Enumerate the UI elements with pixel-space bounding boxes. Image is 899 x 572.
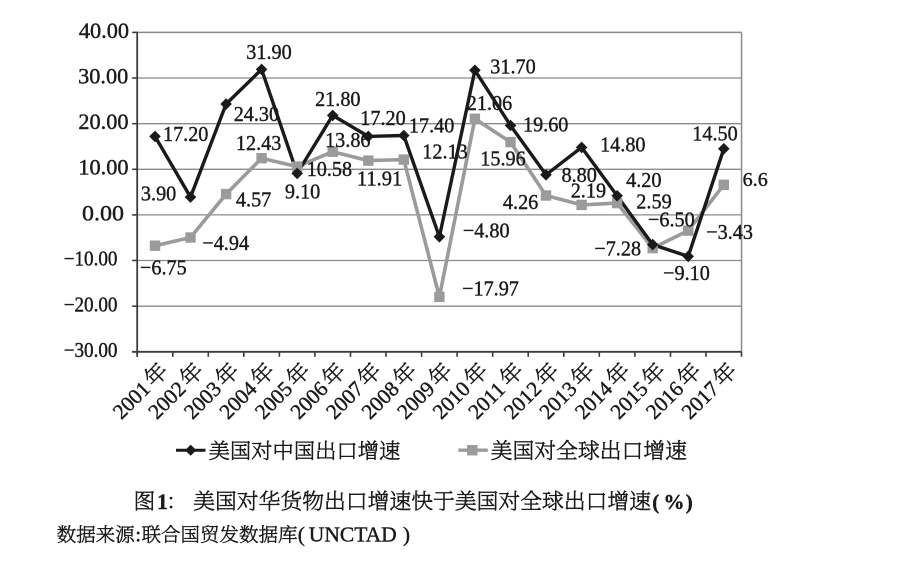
svg-text:−10.00: −10.00 [64, 248, 118, 271]
svg-text:30.00: 30.00 [78, 64, 128, 89]
svg-text:8.80: 8.80 [562, 163, 597, 187]
svg-text:17.20: 17.20 [360, 106, 405, 130]
svg-text:15.96: 15.96 [480, 147, 526, 171]
svg-text:4.57: 4.57 [236, 187, 272, 211]
svg-text:40.00: 40.00 [79, 18, 129, 43]
svg-text:−20.00: −20.00 [64, 293, 118, 316]
svg-text:%: % [664, 490, 685, 514]
svg-text:−30.00: −30.00 [64, 339, 118, 362]
svg-text:(: ( [298, 523, 305, 547]
svg-text:6.6: 6.6 [743, 169, 768, 191]
svg-text:0.00: 0.00 [82, 200, 124, 225]
svg-text:−4.80: −4.80 [463, 219, 510, 243]
svg-text:14.50: 14.50 [692, 121, 737, 145]
svg-text:21.80: 21.80 [315, 87, 360, 111]
svg-text:20.00: 20.00 [78, 109, 128, 134]
svg-text:19.60: 19.60 [523, 112, 568, 136]
svg-text:21.06: 21.06 [467, 91, 513, 115]
svg-text:(: ( [652, 490, 659, 514]
svg-text:1: 1 [157, 490, 168, 514]
svg-text:−6.75: −6.75 [140, 256, 187, 280]
svg-text:17.40: 17.40 [409, 114, 454, 138]
svg-text:12.43: 12.43 [236, 131, 281, 155]
svg-text:3.90: 3.90 [141, 181, 176, 205]
svg-text:11.91: 11.91 [357, 166, 402, 190]
svg-text:4.26: 4.26 [503, 190, 539, 214]
svg-text:−4.94: −4.94 [202, 231, 249, 255]
svg-text:10.00: 10.00 [78, 155, 128, 180]
svg-text:−7.28: −7.28 [594, 237, 641, 261]
svg-text:−17.97: −17.97 [462, 277, 519, 301]
svg-text:12.13: 12.13 [422, 140, 467, 164]
svg-text:10.58: 10.58 [307, 157, 352, 181]
svg-text:13.86: 13.86 [325, 128, 371, 152]
svg-text:31.90: 31.90 [246, 40, 291, 64]
svg-text:4.20: 4.20 [626, 168, 661, 192]
svg-text:−3.43: −3.43 [706, 220, 753, 244]
svg-text:−9.10: −9.10 [663, 261, 710, 285]
svg-text:): ) [403, 523, 410, 547]
svg-text:2.59: 2.59 [636, 190, 671, 214]
svg-text:2.19: 2.19 [571, 178, 606, 202]
svg-text:24.30: 24.30 [234, 102, 279, 126]
svg-text:31.70: 31.70 [490, 54, 535, 78]
svg-text:−6.50: −6.50 [648, 207, 695, 231]
svg-text:9.10: 9.10 [285, 180, 320, 204]
svg-text:UNCTAD: UNCTAD [309, 523, 397, 547]
svg-text:): ) [686, 490, 693, 514]
svg-text::: : [135, 523, 141, 547]
svg-text:17.20: 17.20 [163, 122, 208, 146]
svg-text:14.80: 14.80 [600, 132, 645, 156]
